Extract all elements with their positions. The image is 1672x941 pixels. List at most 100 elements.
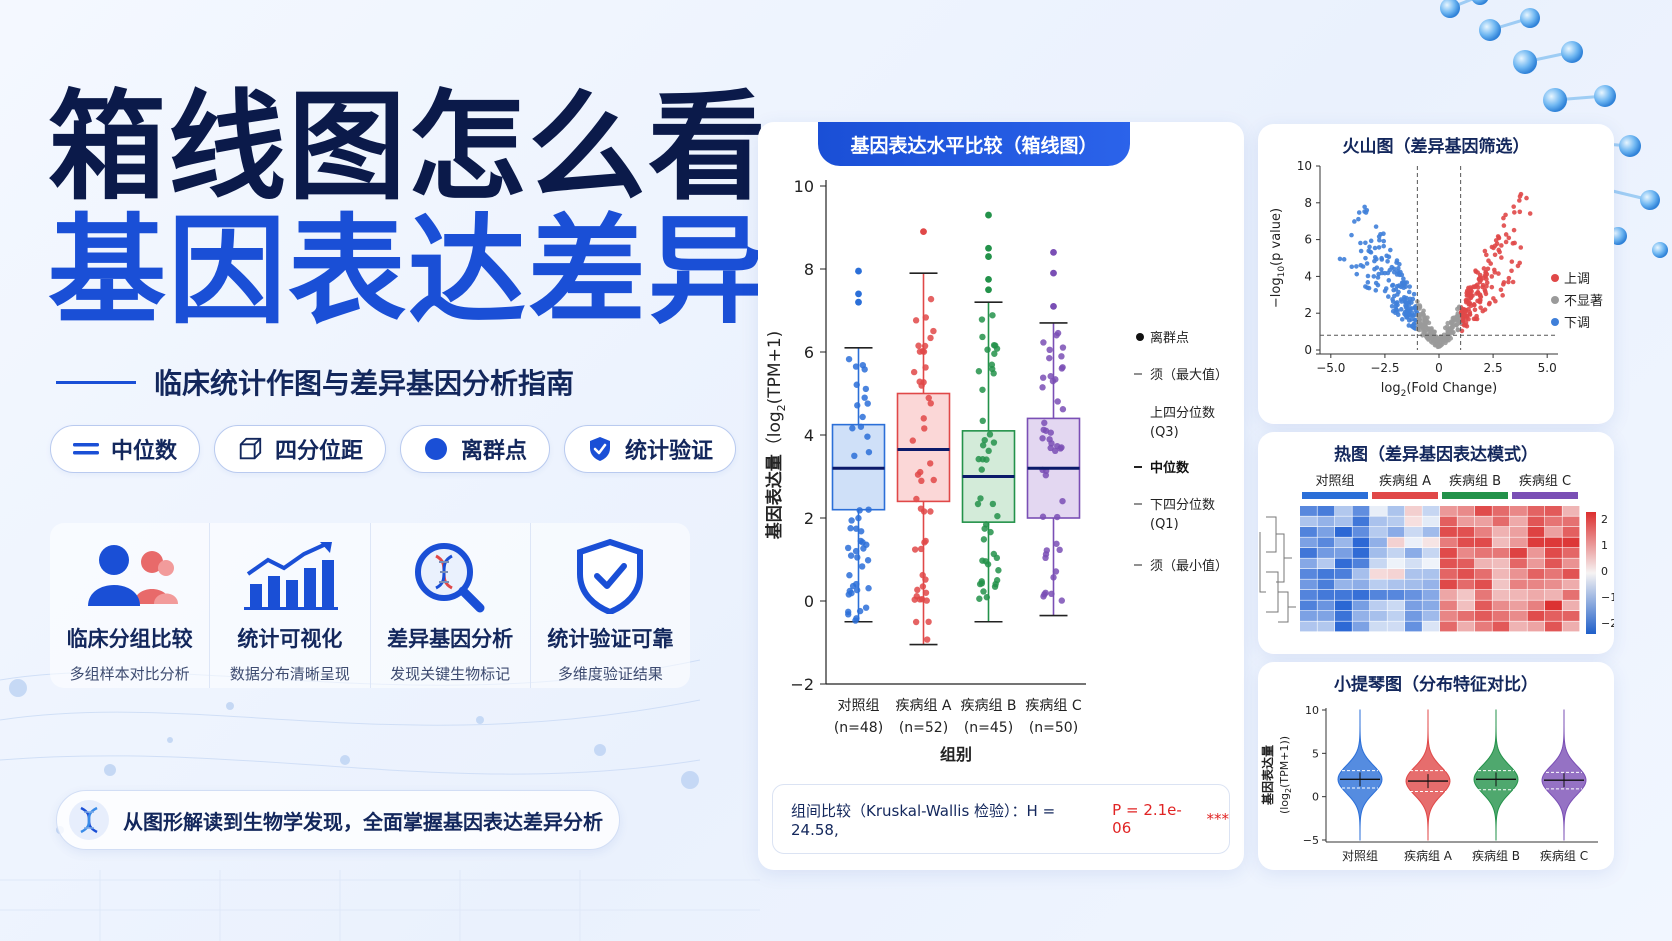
pill-iqr[interactable]: 四分位距 xyxy=(214,425,387,473)
data-point xyxy=(1046,354,1053,362)
outlier-point xyxy=(855,267,862,275)
data-point xyxy=(920,415,927,422)
card-clinical-groups[interactable]: 临床分组比较 多组样本对比分析 xyxy=(50,523,211,688)
volcano-point xyxy=(1478,305,1483,310)
heatmap-cell xyxy=(1405,506,1422,516)
heatmap-cell xyxy=(1370,611,1387,621)
data-point xyxy=(989,312,996,319)
data-point xyxy=(921,425,928,432)
data-point xyxy=(856,507,863,514)
card-validation[interactable]: 统计验证可靠 多维度验证结果 xyxy=(531,523,690,688)
card-subtitle: 发现关键生物标记 xyxy=(390,665,511,683)
volcano-point xyxy=(1426,337,1431,342)
y-axis-label-main: 基因表达量 xyxy=(764,454,785,540)
volcano-point xyxy=(1364,207,1370,213)
heatmap-cell xyxy=(1317,527,1335,537)
heatmap-cell xyxy=(1370,516,1387,527)
volcano-point xyxy=(1506,275,1512,281)
volcano-point xyxy=(1410,324,1415,329)
volcano-point xyxy=(1385,259,1390,264)
data-point xyxy=(1040,339,1047,346)
volcano-point xyxy=(1483,289,1488,294)
heatmap-cell xyxy=(1370,527,1387,537)
heatmap-cell xyxy=(1422,611,1440,621)
y-tick-label: 2 xyxy=(804,509,814,528)
heatmap-cell xyxy=(1545,621,1562,632)
heatmap-cell xyxy=(1317,600,1335,611)
heatmap-group-bar xyxy=(1302,492,1368,499)
data-point xyxy=(977,495,984,502)
data-point xyxy=(983,594,991,601)
heatmap-cell xyxy=(1422,558,1440,569)
card-subtitle: 数据分布清晰呈现 xyxy=(229,665,350,683)
x-tick-label: 疾病组 B xyxy=(1472,848,1520,863)
outlier-point xyxy=(985,211,992,219)
heatmap-group-bar xyxy=(1442,492,1508,499)
y-tick-label: 8 xyxy=(1304,196,1312,210)
heatmap-cell xyxy=(1475,558,1492,569)
volcano-point xyxy=(1358,240,1363,246)
heatmap-cell xyxy=(1352,558,1370,569)
y-tick-label: 0 xyxy=(1304,343,1312,357)
pill-validation[interactable]: 统计验证 xyxy=(564,425,737,473)
data-point xyxy=(851,452,858,460)
heatmap-cell xyxy=(1370,569,1387,579)
data-point xyxy=(864,557,872,564)
data-point xyxy=(927,508,934,515)
heatmap-cell xyxy=(1457,527,1475,537)
data-point xyxy=(927,460,934,467)
volcano-point xyxy=(1488,261,1494,266)
pill-outlier[interactable]: 离群点 xyxy=(400,425,551,473)
volcano-point xyxy=(1403,284,1409,289)
card-visualization[interactable]: 统计可视化 数据分布清晰呈现 xyxy=(210,523,371,688)
dendrogram-branch xyxy=(1259,532,1266,593)
volcano-point xyxy=(1497,249,1502,255)
heatmap-cell xyxy=(1440,579,1457,590)
boxplot-title: 基因表达水平比较（箱线图） xyxy=(818,122,1130,166)
x-tick-count: (n=50) xyxy=(1029,720,1078,736)
heatmap-cell xyxy=(1510,537,1527,548)
heatmap-cell xyxy=(1510,621,1527,632)
volcano-point xyxy=(1416,315,1422,321)
legend-marker xyxy=(1551,296,1559,304)
heatmap-cell xyxy=(1370,579,1387,590)
x-tick-label: 5.0 xyxy=(1538,361,1557,375)
volcano-point xyxy=(1506,279,1511,285)
volcano-point xyxy=(1471,284,1476,289)
volcano-point xyxy=(1501,223,1507,228)
volcano-point xyxy=(1527,211,1533,216)
x-tick-label: 0 xyxy=(1435,361,1443,375)
heatmap-cell xyxy=(1562,537,1580,548)
volcano-point xyxy=(1448,319,1454,324)
data-point xyxy=(1048,440,1055,447)
pill-median[interactable]: 中位数 xyxy=(50,425,201,473)
data-point xyxy=(1059,406,1067,413)
volcano-point xyxy=(1460,318,1465,323)
volcano-point xyxy=(1463,297,1469,303)
heatmap-cell xyxy=(1352,537,1370,548)
heatmap-cell xyxy=(1475,537,1492,548)
data-point xyxy=(1058,597,1065,604)
legend-label: 上调 xyxy=(1564,272,1590,287)
volcano-point xyxy=(1373,288,1379,293)
data-point xyxy=(920,508,928,515)
x-tick-count: (n=52) xyxy=(899,720,948,736)
volcano-point xyxy=(1382,288,1388,294)
heatmap-cell xyxy=(1387,569,1405,579)
data-point xyxy=(923,636,931,643)
data-point xyxy=(923,597,930,604)
x-tick-label: 疾病组 A xyxy=(1404,848,1453,863)
bar-trend-icon xyxy=(235,535,345,617)
y-tick-label: 10 xyxy=(794,177,814,196)
volcano-point xyxy=(1376,234,1382,239)
heatmap-cell xyxy=(1300,569,1317,579)
volcano-point xyxy=(1458,310,1464,315)
heatmap-cell xyxy=(1317,506,1335,516)
heatmap-cell xyxy=(1440,569,1457,579)
heatmap-cell xyxy=(1405,590,1422,600)
heatmap-cell xyxy=(1510,548,1527,558)
card-deg-analysis[interactable]: 差异基因分析 发现关键生物标记 xyxy=(371,523,531,688)
card-subtitle: 多组样本对比分析 xyxy=(69,665,190,683)
data-point xyxy=(980,536,988,543)
data-point xyxy=(857,423,865,430)
